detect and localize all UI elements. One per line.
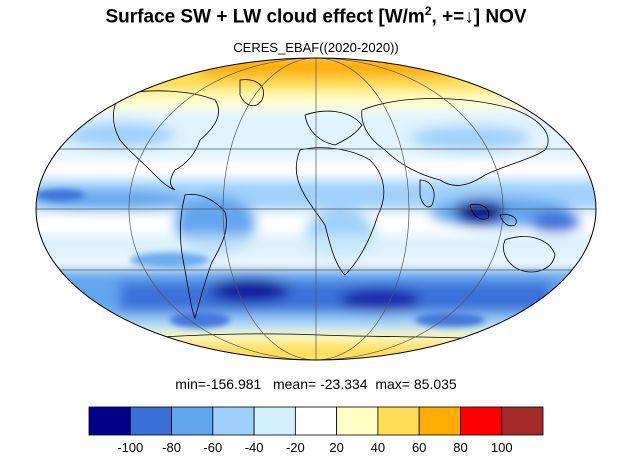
graticule (36, 58, 596, 360)
mean-label: mean= (272, 376, 317, 392)
title-superscript: 2 (424, 4, 432, 18)
min-value: -156.981 (206, 376, 262, 392)
colorbar-swatch (336, 406, 379, 436)
colorbar-swatch (212, 406, 255, 436)
title-tail: , +=↓] NOV (431, 6, 527, 28)
title-main: Surface SW + LW cloud effect [W/m (105, 6, 425, 28)
cloud-effect-field (36, 58, 596, 360)
colorbar-tick-label: -40 (245, 440, 264, 455)
map-title: Surface SW + LW cloud effect [W/m2, +=↓]… (0, 4, 632, 28)
colorbar-swatch (501, 406, 544, 436)
colorbar-swatch (418, 406, 461, 436)
globe-outline (35, 57, 597, 361)
colorbar-swatch (171, 406, 214, 436)
colorbar-swatch (129, 406, 172, 436)
min-label: min= (175, 376, 207, 392)
colorbar-swatch (88, 406, 131, 436)
colorbar-tick-label: 80 (453, 440, 467, 455)
statistics-line: min=-156.981 mean= -23.334 max= 85.035 (0, 376, 632, 392)
colorbar-tick-label: 20 (329, 440, 343, 455)
colorbar-tick-label: 40 (371, 440, 385, 455)
colorbar-tick-label: -100 (117, 440, 143, 455)
colorbar-swatch (377, 406, 420, 436)
mean-value: -23.334 (320, 376, 368, 392)
max-value: 85.035 (413, 376, 457, 392)
colorbar-tick-label: 100 (491, 440, 513, 455)
colorbar-tick-label: -20 (286, 440, 305, 455)
map-subtitle: CERES_EBAF((2020-2020)) (233, 40, 399, 55)
colorbar-swatch (460, 406, 503, 436)
colorbar-tick-label: 60 (412, 440, 426, 455)
colorbar-swatch (294, 406, 338, 436)
colorbar-tick-label: -60 (203, 440, 222, 455)
colorbar-swatch (253, 406, 296, 436)
colorbar-tick-label: -80 (162, 440, 181, 455)
max-label: max= (375, 376, 410, 392)
